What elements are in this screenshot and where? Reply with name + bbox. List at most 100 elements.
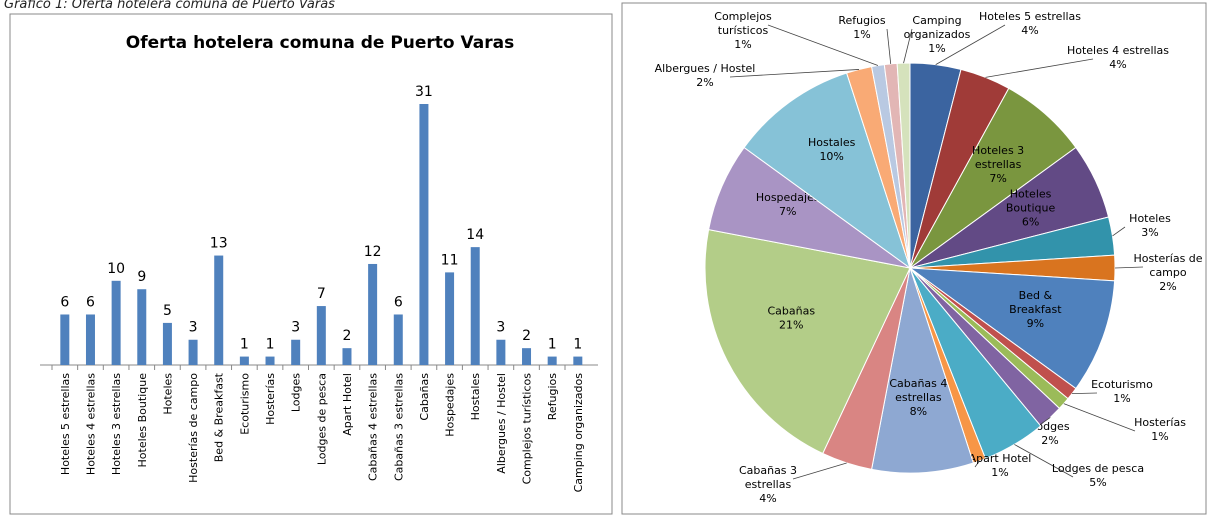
leader-line: [985, 58, 1094, 78]
bar: [419, 104, 429, 365]
slice-name: Albergues / Hostel: [655, 62, 756, 75]
x-tick-label: Hoteles: [161, 373, 174, 415]
slice-name: Refugios: [838, 14, 886, 27]
bar: [291, 339, 301, 365]
x-tick-label: Hoteles 5 estrellas: [59, 373, 72, 475]
leader-line: [1114, 266, 1144, 269]
x-tick-label: Cabañas 3 estrellas: [392, 373, 405, 481]
slice-percent: 3%: [1141, 226, 1158, 239]
x-tick-label: Apart Hotel: [341, 373, 354, 436]
bar: [188, 339, 198, 365]
x-tick-label: Cabañas 4 estrellas: [367, 373, 380, 481]
data-label: 9: [137, 269, 146, 285]
data-label: 1: [548, 337, 557, 353]
bar: [573, 356, 583, 365]
data-label: 31: [415, 84, 433, 100]
data-label: 6: [394, 294, 403, 310]
leader-line: [792, 462, 847, 480]
bar: [214, 255, 224, 365]
slice-percent: 1%: [1113, 392, 1130, 405]
slice-percent: 2%: [696, 76, 713, 89]
slice-name: Hosterías: [1134, 416, 1186, 429]
bar: [111, 280, 121, 365]
bar: [162, 322, 172, 365]
bar: [393, 314, 403, 365]
pie-frame: [621, 2, 1207, 515]
bar: [496, 339, 506, 365]
slice-name: Hoteles 5 estrellas: [979, 10, 1081, 23]
slice-name: Lodges de pesca: [1052, 462, 1144, 475]
x-tick-label: Cabañas: [418, 373, 431, 421]
leader-line: [1112, 226, 1126, 237]
x-tick-label: Hoteles 3 estrellas: [110, 373, 123, 475]
bar: [342, 348, 352, 365]
slice-name: Apart Hotel: [969, 452, 1032, 465]
bar: [239, 356, 249, 365]
slice-percent: 10%: [819, 150, 843, 163]
slice-percent: 2%: [1159, 280, 1176, 293]
slice-percent: 21%: [779, 318, 803, 331]
slice-name: Hosterías de campo: [1133, 252, 1202, 279]
x-tick-label: Camping organizados: [572, 373, 585, 493]
pie-slice: [908, 267, 1116, 390]
slice-percent: 1%: [853, 28, 870, 41]
slice-percent: 6%: [1022, 215, 1039, 228]
data-label: 1: [266, 337, 275, 353]
x-tick-label: Hoteles Boutique: [136, 373, 149, 468]
leader-line: [729, 69, 860, 78]
data-label: 7: [317, 286, 326, 302]
bar: [316, 306, 326, 365]
x-tick-label: Hospedajes: [444, 373, 457, 437]
pie-slice: [743, 72, 911, 270]
bar: [265, 356, 275, 365]
pie-slice: [704, 229, 911, 455]
bar: [522, 348, 532, 365]
x-tick-label: Hosterías de campo: [187, 373, 200, 483]
slice-percent: 1%: [1151, 430, 1168, 443]
bar: [137, 289, 147, 365]
data-label: 10: [107, 261, 125, 277]
slice-name: Complejos turísticos: [714, 10, 772, 37]
data-label: 2: [343, 328, 352, 344]
data-label: 5: [163, 303, 172, 319]
data-label: 6: [86, 294, 95, 310]
bar: [368, 263, 378, 365]
slice-name: Cabañas 4 estrellas: [889, 377, 947, 404]
slice-percent: 4%: [1021, 24, 1038, 37]
slice-name: Cabañas 3 estrellas: [739, 464, 797, 491]
x-tick-label: Albergues / Hostel: [495, 373, 508, 474]
slice-percent: 5%: [1089, 476, 1106, 489]
x-tick-label: Lodges: [290, 373, 303, 412]
slice-percent: 1%: [991, 466, 1008, 479]
slice-percent: 7%: [779, 205, 796, 218]
bar: [60, 314, 70, 365]
data-label: 13: [210, 236, 228, 252]
slice-name: Lodges: [1030, 420, 1069, 433]
bar: [470, 247, 480, 365]
data-label: 11: [441, 252, 459, 268]
slice-name: Cabañas: [767, 304, 815, 317]
leader-line: [886, 28, 892, 64]
data-label: 14: [466, 227, 484, 243]
slice-name: Hostales: [808, 136, 856, 149]
slice-name: Ecoturismo: [1091, 378, 1153, 391]
data-label: 1: [573, 337, 582, 353]
data-label: 3: [189, 320, 198, 336]
x-tick-label: Refugios: [546, 373, 559, 421]
slice-name: Camping organizados: [904, 14, 971, 41]
x-tick-label: Hosterías: [264, 373, 277, 425]
slice-percent: 9%: [1027, 317, 1044, 330]
slice-name: Bed & Breakfast: [1009, 289, 1062, 316]
caption: Gráfico 1: Oferta hotelera comuna de Pue…: [4, 0, 335, 12]
data-label: 1: [240, 337, 249, 353]
leader-line: [1014, 444, 1074, 478]
pie-slice: [871, 267, 974, 474]
data-label: 6: [60, 294, 69, 310]
x-tick-label: Lodges de pesca: [315, 373, 328, 465]
slice-name: Hospedajes: [756, 191, 820, 204]
bar-frame: [9, 13, 613, 515]
leader-line: [935, 24, 1006, 65]
x-tick-label: Bed & Breakfast: [213, 372, 226, 462]
slice-percent: 7%: [989, 172, 1006, 185]
